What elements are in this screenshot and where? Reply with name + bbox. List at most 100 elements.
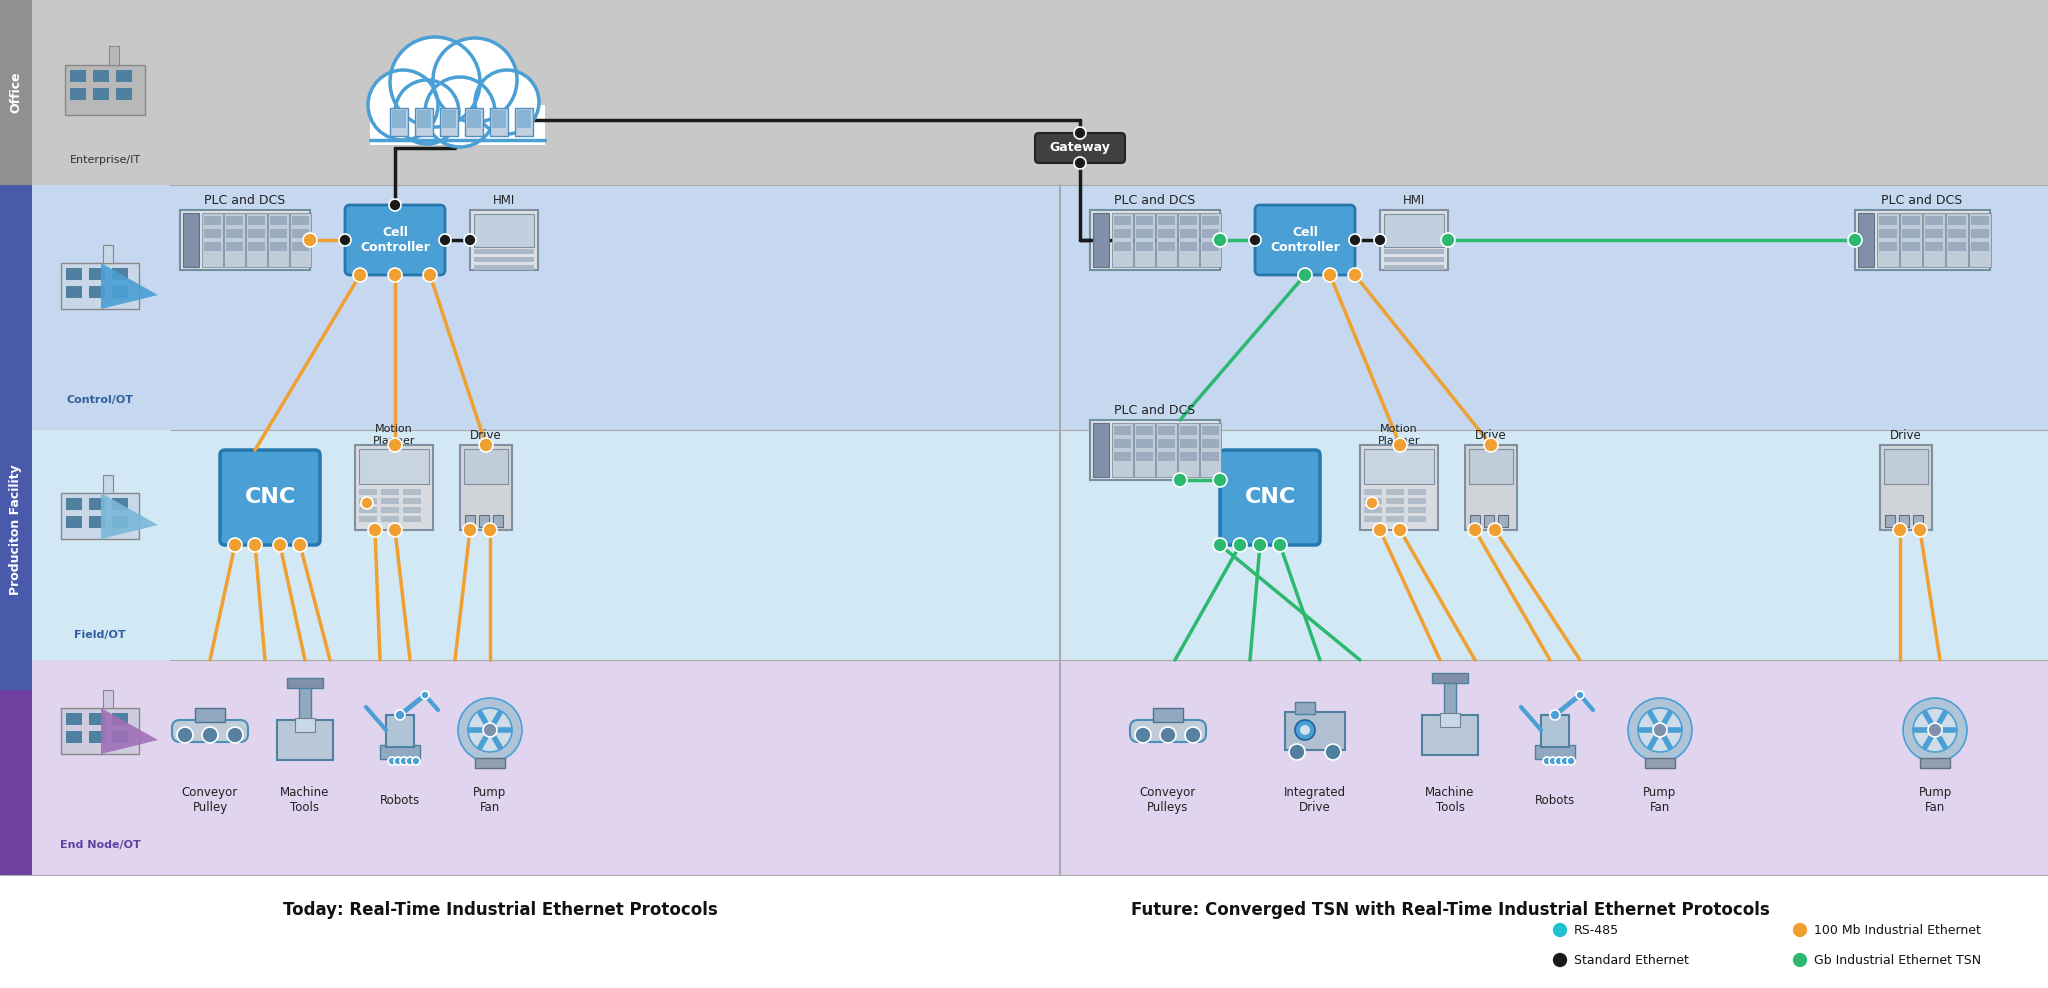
Bar [1878,216,1896,225]
Bar [1200,213,1221,267]
Bar [113,286,127,298]
Circle shape [1288,744,1305,760]
Bar [381,745,420,759]
Bar [113,268,127,280]
Circle shape [389,199,401,211]
Bar [465,108,483,136]
Bar [61,708,139,754]
Bar [0,690,33,875]
Bar [1364,516,1382,522]
Bar [1485,515,1493,527]
Bar [1948,242,1966,251]
Circle shape [1628,698,1692,762]
Circle shape [1653,723,1667,737]
Text: End Node/OT: End Node/OT [59,840,141,850]
Bar [0,0,2048,185]
Circle shape [1174,473,1188,487]
Bar [1858,213,1874,267]
Bar [1178,213,1198,267]
Bar [66,498,82,510]
Bar [92,88,109,100]
Circle shape [475,70,539,134]
Bar [1157,216,1176,225]
Bar [1884,449,1927,484]
Bar [1497,515,1507,527]
Bar [1386,498,1405,504]
Circle shape [395,710,406,720]
Bar [1112,423,1133,477]
Bar [1880,445,1931,530]
Bar [276,720,334,760]
Circle shape [1567,757,1575,765]
Circle shape [422,691,428,699]
Circle shape [1186,727,1200,743]
Bar [205,229,221,238]
Bar [0,875,2048,988]
Bar [1364,507,1382,513]
Bar [1294,702,1315,714]
Circle shape [1792,922,1808,938]
Circle shape [272,538,287,552]
Bar [1202,242,1219,251]
Circle shape [340,234,350,246]
Bar [381,498,399,504]
Bar [117,88,131,100]
FancyBboxPatch shape [1221,450,1321,545]
Bar [1155,423,1178,477]
Polygon shape [100,708,158,754]
Circle shape [1294,720,1315,740]
Bar [1925,242,1944,251]
Text: CNC: CNC [244,487,295,507]
Bar [1202,229,1219,238]
Circle shape [293,538,307,552]
Bar [1386,489,1405,495]
Bar [467,110,481,128]
Bar [1384,265,1444,270]
Bar [223,213,246,267]
Bar [270,216,287,225]
Bar [1923,213,1946,267]
Bar [403,507,422,513]
Bar [479,515,489,527]
Circle shape [1792,952,1808,968]
Bar [33,185,170,430]
Text: Integrated
Drive: Integrated Drive [1284,786,1346,814]
Bar [1432,673,1468,683]
Text: Motion
Planner: Motion Planner [373,424,416,446]
Bar [1386,507,1405,513]
Bar [1901,213,1921,267]
Circle shape [399,757,408,765]
Bar [514,108,532,136]
Bar [1180,216,1196,225]
Bar [1470,515,1481,527]
Circle shape [1374,234,1386,246]
Bar [268,213,289,267]
Bar [381,507,399,513]
Bar [418,110,430,128]
Bar [88,286,104,298]
Bar [1878,229,1896,238]
Circle shape [1274,538,1286,552]
Bar [516,110,530,128]
Bar [1380,210,1448,270]
Bar [1202,439,1219,448]
Circle shape [1298,268,1313,282]
Bar [1898,515,1909,527]
Bar [1157,452,1176,461]
Bar [465,449,508,484]
Bar [66,516,82,528]
Bar [1464,445,1518,530]
Bar [1855,210,1991,270]
Bar [88,713,104,725]
Bar [1884,515,1894,527]
Bar [391,110,406,128]
Circle shape [406,757,414,765]
Bar [1202,426,1219,435]
Circle shape [1073,127,1085,139]
Bar [371,105,545,145]
Circle shape [1552,922,1569,938]
Bar [1468,449,1513,484]
Circle shape [1638,708,1681,752]
Circle shape [227,727,244,743]
Bar [1946,213,1968,267]
